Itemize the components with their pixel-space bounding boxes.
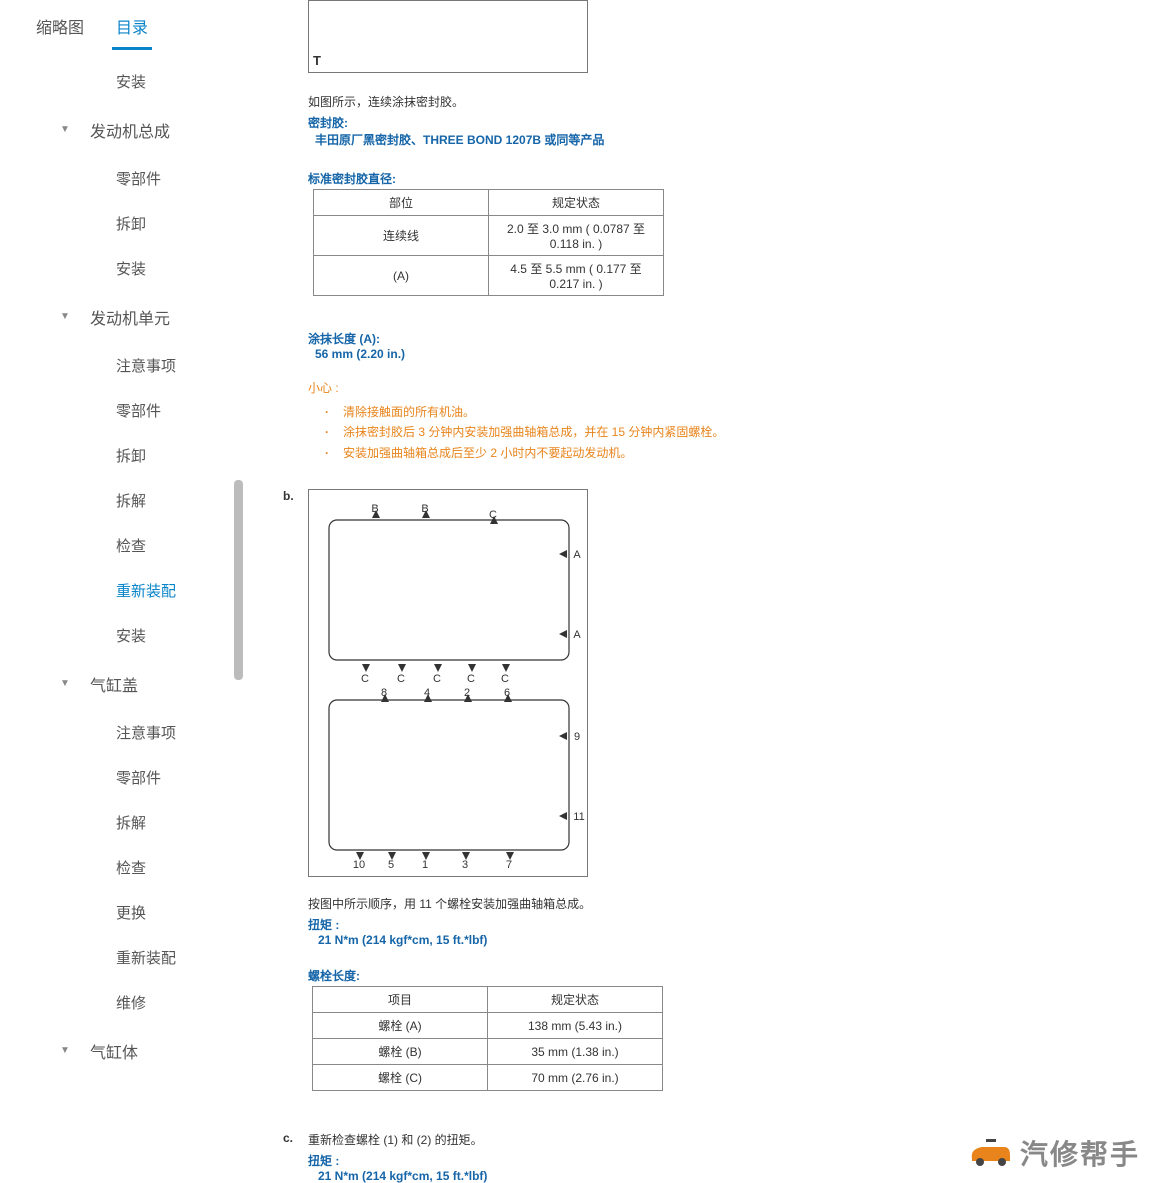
t2-h1: 项目 [313, 987, 488, 1013]
caution-item: 清除接触面的所有机油。 [343, 402, 1120, 422]
toc-section[interactable]: ▼ 发动机单元 [0, 291, 243, 343]
watermark-text: 汽修帮手 [1020, 1133, 1140, 1173]
chevron-down-icon: ▼ [60, 678, 70, 689]
bolt-len-label: 螺栓长度: [308, 967, 1120, 984]
toc-section-label: 发动机单元 [90, 311, 170, 328]
svg-text:A: A [573, 549, 581, 561]
toc-item[interactable]: 检查 [0, 523, 243, 568]
svg-text:C: C [467, 673, 475, 685]
toc-item[interactable]: 重新装配 [0, 568, 243, 613]
t2-r1c1: 螺栓 (A) [313, 1013, 488, 1039]
watermark: 汽修帮手 [968, 1133, 1140, 1173]
toc-section-label: 发动机总成 [90, 124, 170, 141]
diagram-svg: BBC AA CCCCC 8426 911 105137 [309, 490, 587, 876]
step-b-text: 按图中所示顺序，用 11 个螺栓安装加强曲轴箱总成。 [308, 895, 1120, 912]
toc-section[interactable]: ▼ 气缸盖 [0, 658, 243, 710]
toc-item[interactable]: 安装 [0, 59, 243, 104]
t2-r3c1: 螺栓 (C) [313, 1065, 488, 1091]
toc-item[interactable]: 更换 [0, 890, 243, 935]
t1-h2: 规定状态 [489, 190, 664, 216]
step-b-marker: b. [283, 489, 294, 503]
t2-h2: 规定状态 [488, 987, 663, 1013]
table-bolt-len: 项目规定状态 螺栓 (A)138 mm (5.43 in.) 螺栓 (B)35 … [312, 986, 663, 1091]
step-c-marker: c. [283, 1131, 293, 1145]
diagram-1: A □ T [308, 0, 588, 73]
sidebar-tabs: 缩略图 目录 [0, 0, 243, 51]
toc-section[interactable]: ▼ 发动机总成 [0, 104, 243, 156]
toc-item[interactable]: 维修 [0, 980, 243, 1025]
toc-item[interactable]: 零部件 [0, 755, 243, 800]
t2-r1c2: 138 mm (5.43 in.) [488, 1013, 663, 1039]
t1-h1: 部位 [314, 190, 489, 216]
caution-label: 小心 : [308, 379, 1120, 396]
svg-text:A: A [573, 629, 581, 641]
t1-r1c1: 连续线 [314, 216, 489, 256]
svg-text:5: 5 [388, 859, 394, 871]
apply-len-value: 56 mm (2.20 in.) [315, 347, 1120, 361]
toc-item[interactable]: 拆解 [0, 478, 243, 523]
torque-value-1: 21 N*m (214 kgf*cm, 15 ft.*lbf) [318, 933, 1120, 947]
watermark-icon [968, 1137, 1012, 1169]
tab-thumbnail[interactable]: 缩略图 [20, 0, 100, 50]
toc-tree: 安装▼发动机总成零部件拆卸安装▼发动机单元注意事项零部件拆卸拆解检查重新装配安装… [0, 51, 243, 1091]
sealant-label: 密封胶: [308, 114, 1120, 131]
table-sealant-dia: 部位规定状态 连续线2.0 至 3.0 mm ( 0.0787 至 0.118 … [313, 189, 664, 296]
toc-section-label: 气缸体 [90, 1045, 138, 1062]
toc-item[interactable]: 重新装配 [0, 935, 243, 980]
svg-text:1: 1 [422, 859, 428, 871]
diagram-label-t: T [313, 53, 321, 68]
caution-item: 涂抹密封胶后 3 分钟内安装加强曲轴箱总成，并在 15 分钟内紧固螺栓。 [343, 422, 1120, 442]
t2-r3c2: 70 mm (2.76 in.) [488, 1065, 663, 1091]
chevron-down-icon: ▼ [60, 1045, 70, 1056]
svg-text:C: C [397, 673, 405, 685]
sealant-value: 丰田原厂黑密封胶、THREE BOND 1207B 或同等产品 [315, 131, 1120, 148]
svg-text:7: 7 [506, 859, 512, 871]
toc-item[interactable]: 拆卸 [0, 433, 243, 478]
toc-item[interactable]: 安装 [0, 613, 243, 658]
svg-text:9: 9 [574, 731, 580, 743]
sidebar: 缩略图 目录 安装▼发动机总成零部件拆卸安装▼发动机单元注意事项零部件拆卸拆解检… [0, 0, 243, 1183]
svg-text:C: C [501, 673, 509, 685]
t1-r1c2: 2.0 至 3.0 mm ( 0.0787 至 0.118 in. ) [489, 216, 664, 256]
t2-r2c2: 35 mm (1.38 in.) [488, 1039, 663, 1065]
torque-label-1: 扭矩 : [308, 916, 1120, 933]
diagram-2: BBC AA CCCCC 8426 911 105137 [308, 489, 588, 877]
toc-item[interactable]: 检查 [0, 845, 243, 890]
toc-item[interactable]: 零部件 [0, 156, 243, 201]
caution-list: 清除接触面的所有机油。涂抹密封胶后 3 分钟内安装加强曲轴箱总成，并在 15 分… [343, 402, 1120, 463]
apply-len-label: 涂抹长度 (A): [308, 330, 1120, 347]
intro-text: 如图所示，连续涂抹密封胶。 [308, 93, 1120, 110]
t1-r2c1: (A) [314, 256, 489, 296]
t1-r2c2: 4.5 至 5.5 mm ( 0.177 至 0.217 in. ) [489, 256, 664, 296]
toc-item[interactable]: 拆解 [0, 800, 243, 845]
toc-item[interactable]: 注意事项 [0, 343, 243, 388]
t2-r2c1: 螺栓 (B) [313, 1039, 488, 1065]
toc-item[interactable]: 安装 [0, 246, 243, 291]
toc-item[interactable]: 拆卸 [0, 201, 243, 246]
chevron-down-icon: ▼ [60, 311, 70, 322]
chevron-down-icon: ▼ [60, 124, 70, 135]
toc-section[interactable]: ▼ 气缸体 [0, 1025, 243, 1077]
main-content: A □ T 如图所示，连续涂抹密封胶。 密封胶: 丰田原厂黑密封胶、THREE … [243, 0, 1150, 1183]
svg-text:C: C [433, 673, 441, 685]
caution-item: 安装加强曲轴箱总成后至少 2 小时内不要起动发动机。 [343, 443, 1120, 463]
tab-toc[interactable]: 目录 [100, 0, 164, 50]
toc-item[interactable]: 零部件 [0, 388, 243, 433]
svg-text:C: C [361, 673, 369, 685]
svg-text:10: 10 [353, 859, 365, 871]
scrollbar-thumb[interactable] [234, 480, 243, 680]
toc-item[interactable]: 注意事项 [0, 1077, 243, 1091]
svg-text:3: 3 [462, 859, 468, 871]
svg-text:11: 11 [573, 811, 584, 823]
toc-item[interactable]: 注意事项 [0, 710, 243, 755]
toc-section-label: 气缸盖 [90, 678, 138, 695]
std-dia-label: 标准密封胶直径: [308, 170, 1120, 187]
